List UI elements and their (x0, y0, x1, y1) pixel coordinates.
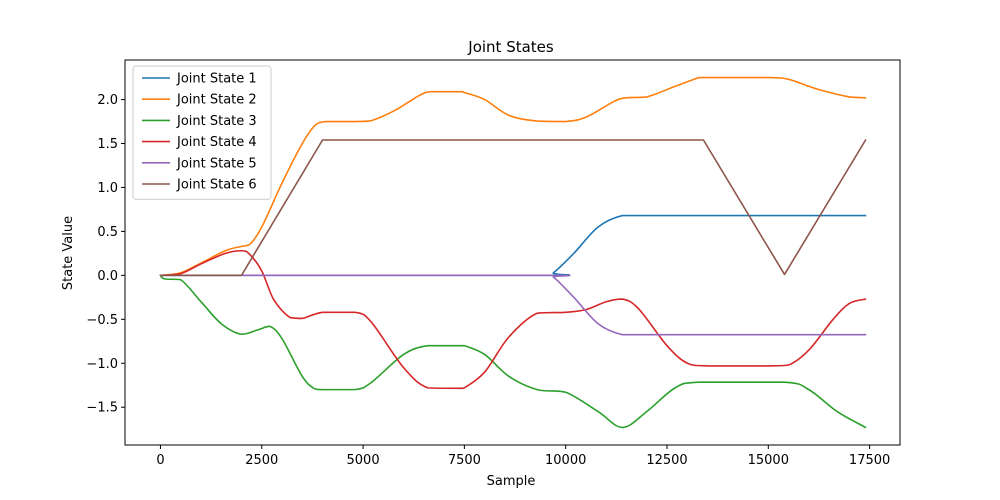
series-line-6 (159, 139, 867, 277)
y-tick-label: −1.5 (86, 401, 118, 416)
series-line-2 (159, 76, 867, 277)
legend-label-2: Joint State 2 (176, 93, 257, 108)
x-axis-title: Sample (487, 474, 536, 489)
x-tick-label: 0 (156, 453, 164, 468)
series-line-3 (159, 274, 867, 429)
legend-label-6: Joint State 6 (176, 178, 257, 193)
y-axis: −1.5 −1.0 −0.5 0.0 0.5 1.0 1.5 2.0 (86, 93, 125, 416)
chart-title: Joint States (467, 38, 554, 56)
plot-area-frame (124, 59, 901, 446)
x-tick-label: 2500 (245, 453, 278, 468)
legend: Joint State 1 Joint State 2 Joint State 3 J… (132, 65, 272, 200)
y-tick-label: 0.0 (97, 269, 118, 284)
legend-label-1: Joint State 1 (176, 72, 257, 87)
x-tick-label: 15000 (748, 453, 789, 468)
x-tick-label: 7500 (448, 453, 481, 468)
series-line-5 (159, 274, 867, 336)
x-tick-label: 5000 (347, 453, 380, 468)
y-tick-label: 0.5 (97, 225, 118, 240)
x-axis: 0 2500 5000 7500 10000 12500 15000 17500 (156, 445, 890, 468)
y-axis-title: State Value (61, 216, 76, 290)
series-layer (159, 76, 867, 429)
legend-label-3: Joint State 3 (176, 114, 257, 129)
legend-label-4: Joint State 4 (176, 135, 257, 150)
x-tick-label: 10000 (545, 453, 586, 468)
legend-label-5: Joint State 5 (176, 156, 257, 171)
y-tick-label: −0.5 (86, 313, 118, 328)
y-tick-label: −1.0 (86, 357, 118, 372)
y-tick-label: 1.5 (97, 137, 118, 152)
x-tick-label: 17500 (849, 453, 890, 468)
y-tick-label: 1.0 (97, 181, 118, 196)
series-line-4 (159, 249, 867, 390)
x-tick-label: 12500 (646, 453, 687, 468)
y-tick-label: 2.0 (97, 93, 118, 108)
